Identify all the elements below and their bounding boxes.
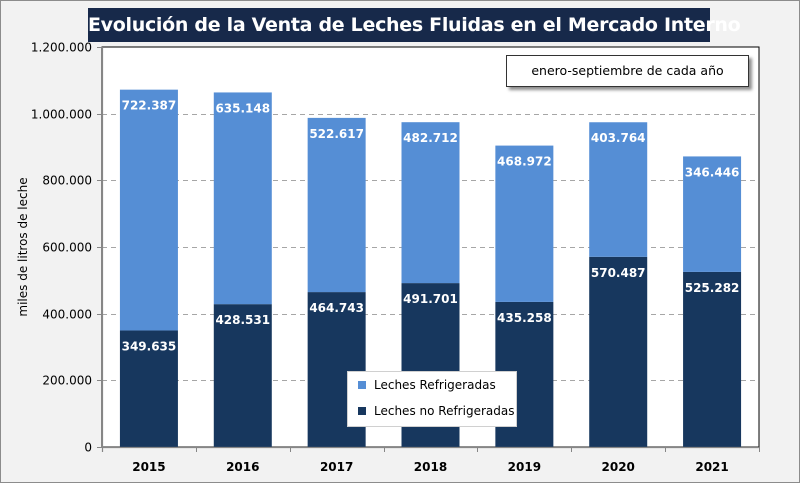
y-axis-label: miles de litros de leche [16,177,30,316]
bar-refrigeradas-2015 [119,89,178,331]
bar-value-label: 403.764 [591,131,646,145]
bar-refrigeradas-2019 [495,145,554,302]
y-axis: 0 200.000 400.000 600.000 800.000 1.000.000 1.… [31,41,104,455]
bar-refrigeradas-2017 [307,117,366,293]
bar-no-refrigeradas-2021 [683,271,742,447]
bar-refrigeradas-2016 [213,92,272,305]
y-tick-label: 1.200.000 [31,41,92,55]
legend-label: Leches Refrigeradas [374,378,496,392]
bar-value-label: 491.701 [403,292,458,306]
bar-value-label: 525.282 [685,281,740,295]
bar-value-label: 349.635 [122,339,177,353]
period-annotation: enero-septiembre de cada año [506,55,749,87]
bar-no-refrigeradas-2016 [213,304,272,447]
bar-no-refrigeradas-2020 [589,256,648,447]
legend-label: Leches no Refrigeradas [374,404,515,418]
y-tick-label: 1.000.000 [31,108,92,122]
bar-refrigeradas-2018 [401,122,460,284]
y-tick-label: 400.000 [42,308,92,322]
legend-swatch-no-refrigeradas [358,406,366,415]
x-tick-label: 2015 [132,460,165,474]
bar-value-label: 428.531 [215,313,270,327]
chart-title: Evolución de la Venta de Leches Fluidas … [88,8,741,42]
legend-item-no-refrigeradas: Leches no Refrigeradas [358,403,514,419]
legend-swatch-refrigeradas [358,380,366,389]
x-tick-label: 2017 [320,460,353,474]
x-tick-label: 2020 [602,460,635,474]
y-tick-label: 0 [84,441,92,455]
bar-value-label: 468.972 [497,155,552,169]
bar-no-refrigeradas-2015 [119,330,178,447]
y-tick-label: 200.000 [42,374,92,388]
bar-value-label: 435.258 [497,311,552,325]
bar-value-label: 346.446 [685,165,740,179]
x-tick-label: 2018 [414,460,447,474]
x-tick-label: 2021 [695,460,728,474]
legend: Leches Refrigeradas Leches no Refrigerad… [347,371,517,427]
legend-item-refrigeradas: Leches Refrigeradas [358,377,496,393]
bar-value-label: 722.387 [122,99,177,113]
x-axis: 2015 2016 2017 2018 2019 2020 2021 [102,446,760,474]
y-tick-label: 600.000 [42,241,92,255]
x-tick-label: 2016 [226,460,259,474]
bar-refrigeradas-2020 [589,122,648,257]
bar-value-label: 522.617 [309,127,364,141]
x-tick-label: 2019 [508,460,541,474]
bar-value-label: 482.712 [403,131,458,145]
bar-refrigeradas-2021 [683,156,742,272]
bar-value-label: 570.487 [591,266,646,280]
bar-value-label: 635.148 [215,101,270,115]
y-tick-label: 800.000 [42,174,92,188]
bar-value-label: 464.743 [309,301,364,315]
